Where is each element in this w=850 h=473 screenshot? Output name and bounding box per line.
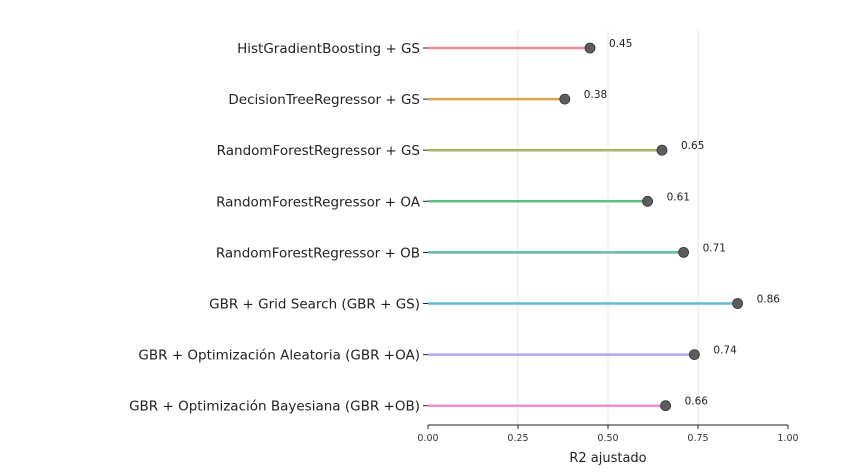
data-point (678, 246, 689, 258)
data-point (559, 93, 571, 105)
x-tick-label: 1.00 (777, 433, 798, 444)
data-label: 0.86 (757, 294, 781, 306)
y-tick-label: RandomForestRegressor + GS (217, 143, 420, 159)
data-point (656, 144, 668, 156)
y-tick-label: RandomForestRegressor + OA (216, 194, 421, 210)
data-label: 0.71 (703, 242, 726, 254)
data-label: 0.65 (681, 140, 704, 152)
data-point (584, 42, 596, 54)
data-label: 0.45 (609, 38, 632, 50)
y-tick-label: DecisionTreeRegressor + GS (228, 92, 420, 108)
x-tick-label: 0.00 (417, 433, 438, 444)
data-point (642, 195, 653, 207)
data-label: 0.66 (685, 396, 709, 408)
y-tick-label: RandomForestRegressor + OB (216, 245, 420, 261)
data-point (689, 349, 700, 361)
data-label: 0.38 (584, 89, 607, 101)
y-tick-label: GBR + Optimización Bayesiana (GBR +OB) (129, 399, 420, 415)
x-tick-label: 0.25 (507, 433, 528, 444)
y-tick-label: GBR + Grid Search (GBR + GS) (209, 297, 420, 313)
data-label: 0.74 (713, 345, 737, 357)
data-point (660, 400, 671, 412)
x-axis-label: R2 ajustado (569, 451, 646, 466)
y-tick-label: HistGradientBoosting + GS (237, 41, 420, 57)
data-label: 0.61 (667, 191, 690, 203)
x-tick-label: 0.75 (687, 433, 708, 444)
data-point (732, 298, 743, 309)
y-tick-label: GBR + Optimización Aleatoria (GBR +OA) (138, 348, 420, 364)
x-tick-label: 0.50 (597, 433, 618, 444)
